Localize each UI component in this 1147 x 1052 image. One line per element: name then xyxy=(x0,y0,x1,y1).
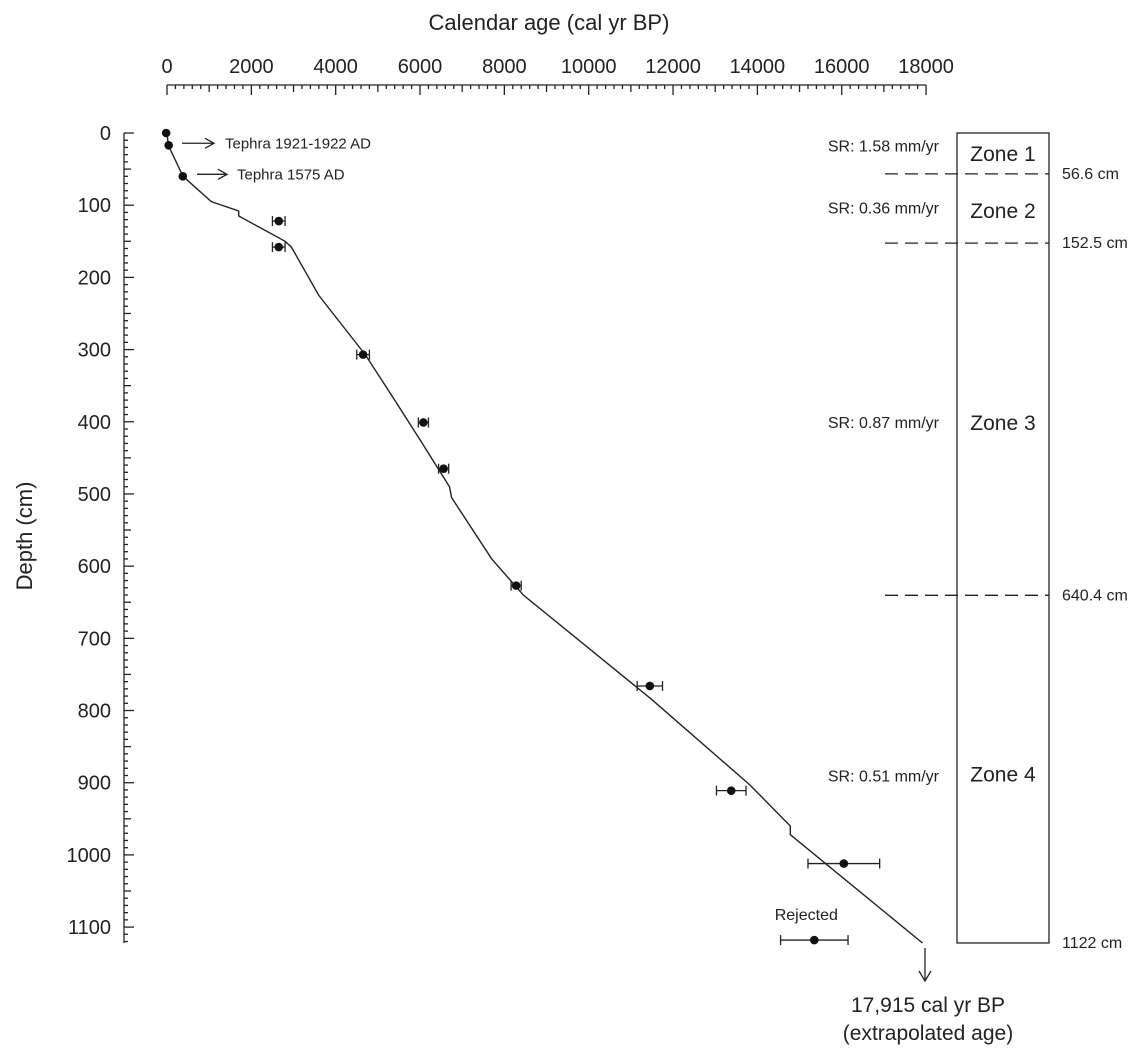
y-tick-label: 900 xyxy=(78,773,111,795)
y-tick-label: 800 xyxy=(78,701,111,723)
x-tick-label: 2000 xyxy=(229,56,274,78)
x-tick-label: 10000 xyxy=(561,56,617,78)
data-point xyxy=(274,242,284,252)
zone-column: 56.6 cm 152.5 cm 640.4 cm 1122 cm Zone 1 Zone… xyxy=(885,132,1128,952)
extrapolation-arrow-head xyxy=(918,970,932,983)
y-tick-label: 1100 xyxy=(68,917,111,939)
x-tick-label: 16000 xyxy=(814,56,870,78)
zone-column-box xyxy=(956,132,1050,944)
axes: 0 2000 4000 6000 8000 10000 12000 14000 16000 180… xyxy=(67,56,954,943)
y-tick-label: 300 xyxy=(78,340,111,362)
rejected-point xyxy=(810,935,819,945)
data-point xyxy=(178,172,188,181)
y-tick-label: 200 xyxy=(78,267,111,289)
zone-boundary-label: 56.6 cm xyxy=(1062,166,1119,183)
data-point xyxy=(164,140,173,150)
data-point xyxy=(726,786,736,795)
tephra-label: Tephra 1921-1922 AD xyxy=(225,135,371,152)
sedimentation-rate-label: SR: 0.87 mm/yr xyxy=(828,415,940,432)
y-tick-label: 1000 xyxy=(67,845,112,867)
zone-boundary-label: 152.5 cm xyxy=(1062,235,1128,252)
sedimentation-rate-label: SR: 1.58 mm/yr xyxy=(828,138,940,155)
zone-label: Zone 4 xyxy=(970,763,1036,786)
data-point xyxy=(439,464,448,473)
x-tick-label: 4000 xyxy=(313,56,358,78)
age-depth-model-line xyxy=(166,132,923,944)
age-depth-model xyxy=(166,132,923,944)
x-tick-label: 14000 xyxy=(730,56,786,78)
x-tick-label: 12000 xyxy=(645,56,701,78)
rejected-label: Rejected xyxy=(775,907,838,924)
x-tick-label: 6000 xyxy=(398,56,443,78)
extrapolated-age-note: (extrapolated age) xyxy=(843,1022,1013,1045)
data-point xyxy=(419,418,428,427)
x-axis-title: Calendar age (cal yr BP) xyxy=(429,10,670,35)
sedimentation-rate-label: SR: 0.36 mm/yr xyxy=(828,200,940,217)
tephra-arrow-head xyxy=(204,137,216,149)
zone-boundary-label: 640.4 cm xyxy=(1062,587,1128,604)
x-tick-label: 8000 xyxy=(482,56,527,78)
data-point xyxy=(511,581,521,590)
data-point xyxy=(645,681,655,691)
zone-label: Zone 1 xyxy=(970,143,1035,166)
zone-label: Zone 2 xyxy=(970,200,1035,223)
y-axis-title: Depth (cm) xyxy=(12,482,37,591)
dated-samples: Rejected xyxy=(161,128,881,946)
y-tick-label: 700 xyxy=(78,628,111,650)
sedimentation-rate-label: SR: 0.51 mm/yr xyxy=(828,768,940,785)
tephra-arrow-head xyxy=(217,168,229,180)
y-tick-label: 100 xyxy=(78,195,111,217)
x-tick-label: 18000 xyxy=(898,56,954,78)
data-point xyxy=(274,216,284,226)
data-point xyxy=(839,859,849,868)
x-tick-label: 0 xyxy=(161,56,172,78)
data-point xyxy=(161,128,171,138)
y-tick-label: 0 xyxy=(100,123,111,145)
data-point xyxy=(358,350,368,359)
annotations: Tephra 1921-1922 AD Tephra 1575 AD SR: 1.5… xyxy=(182,135,1013,1045)
zone-label: Zone 3 xyxy=(970,412,1035,435)
y-tick-label: 400 xyxy=(78,412,111,434)
extrapolated-age-value: 17,915 cal yr BP xyxy=(851,994,1005,1017)
y-tick-label: 600 xyxy=(78,556,111,578)
core-bottom-label: 1122 cm xyxy=(1062,935,1122,952)
tephra-label: Tephra 1575 AD xyxy=(237,166,345,183)
y-tick-label: 500 xyxy=(78,484,111,506)
